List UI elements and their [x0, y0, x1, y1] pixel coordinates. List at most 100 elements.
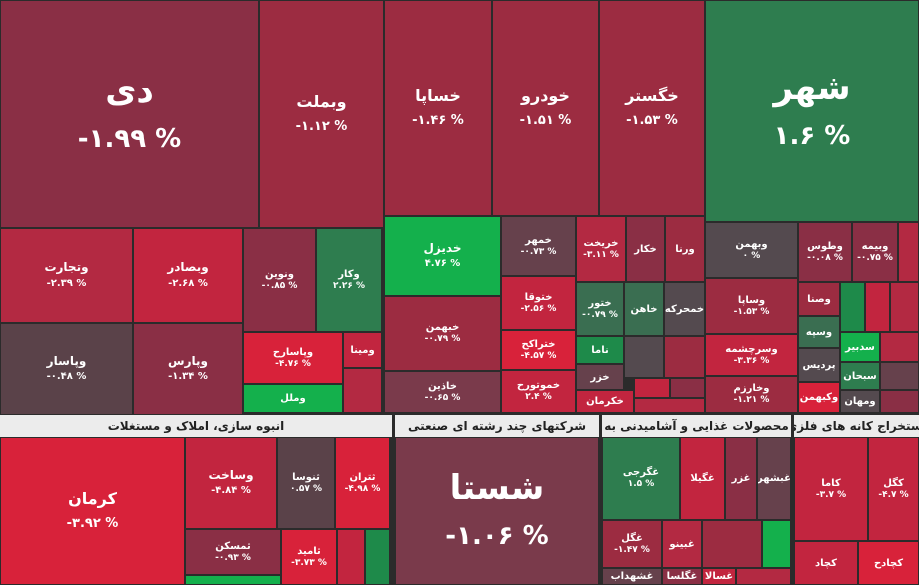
treemap-tile-kegol[interactable]: کگل -۴.۷ % — [868, 437, 919, 541]
treemap-tile-small[interactable] — [898, 222, 919, 282]
treemap-tile-khkerman[interactable]: خکرمان — [576, 390, 634, 413]
treemap-tile-vsakht[interactable]: وساخت -۴.۸۴ % — [185, 437, 277, 529]
treemap-tile-vbahman[interactable]: وبهمن ۰ % — [705, 222, 798, 278]
treemap-tile-small[interactable] — [634, 378, 670, 398]
tile-symbol: ناما — [591, 344, 609, 356]
treemap-tile-vkharazm[interactable]: وخارزم -۱.۲۱ % — [705, 376, 798, 413]
tile-change: ۲.۲۶ % — [332, 280, 366, 291]
treemap-tile-ghazar[interactable]: غزر — [725, 437, 757, 520]
treemap-tile-kechadam[interactable]: کچادح — [858, 541, 919, 585]
treemap-tile-vtoos[interactable]: وطوس -۰.۰۸ % — [798, 222, 852, 282]
treemap-tile-ghsala[interactable]: غسالا — [702, 568, 736, 585]
tile-symbol: کرمان — [68, 489, 117, 509]
treemap-tile-kechad[interactable]: کچاد — [794, 541, 858, 585]
treemap-tile-small[interactable] — [736, 568, 791, 585]
treemap-tile-khegostar[interactable]: خگستر -۱.۵۳ % — [599, 0, 705, 216]
treemap-tile-khamehr[interactable]: خمهر -۰.۷۳ % — [501, 216, 576, 276]
sector-header-real-estate[interactable]: انبوه سازی، املاک و مستغلات — [0, 415, 392, 437]
treemap-tile-vmina[interactable]: ومینا — [343, 332, 382, 368]
sector-header-industrial[interactable]: شرکتهای چند رشته ای صنعتی — [395, 415, 599, 437]
treemap-tile-small[interactable] — [880, 390, 919, 413]
treemap-tile-vbsader[interactable]: وبصادر -۲.۶۸ % — [133, 228, 243, 323]
treemap-tile-khmohareke[interactable]: خمحرکه — [664, 282, 705, 336]
tile-change: ۱.۵ % — [627, 479, 655, 490]
sector-header-food[interactable]: محصولات غذایی و آشامیدنی به — [602, 415, 791, 437]
treemap-tile-ghgila[interactable]: غگیلا — [680, 437, 725, 520]
treemap-tile-khodro[interactable]: خودرو -۱.۵۱ % — [492, 0, 599, 216]
treemap-tile-vpasar[interactable]: وپاسار -۰.۴۸ % — [0, 323, 133, 415]
treemap-tile-sanos[interactable]: ثنوسا ۰.۵۷ % — [277, 437, 335, 529]
treemap-tile-nama[interactable]: ناما — [576, 336, 624, 364]
tile-change: -۱.۱۲ % — [295, 119, 348, 134]
treemap-tile-vtejarat[interactable]: وتجارت -۲.۳۹ % — [0, 228, 133, 323]
treemap-tile-ghshahd[interactable]: غشهداب — [602, 568, 662, 585]
treemap-tile-small[interactable] — [664, 336, 705, 378]
treemap-tile-small[interactable] — [762, 520, 791, 568]
treemap-tile-small[interactable] — [865, 282, 890, 332]
treemap-tile-vmell[interactable]: وملل — [243, 384, 343, 413]
tile-symbol: دی — [105, 70, 154, 111]
treemap-tile-khakar[interactable]: خکار — [626, 216, 665, 282]
treemap-tile-khtoor[interactable]: ختور -۰.۷۹ % — [576, 282, 624, 336]
treemap-tile-samskan[interactable]: ثمسکن -۰.۹۳ % — [185, 529, 281, 575]
treemap-tile-sbhan[interactable]: سبحان — [840, 362, 880, 390]
treemap-tile-small[interactable] — [365, 529, 390, 585]
tile-symbol: وپارس — [168, 353, 208, 368]
treemap-tile-khbahman[interactable]: خبهمن -۰.۷۹ % — [384, 296, 501, 371]
treemap-tile-vbmellat[interactable]: وبملت -۱.۱۲ % — [259, 0, 384, 228]
treemap-tile-setran[interactable]: ثتران -۴.۹۸ % — [335, 437, 390, 529]
tile-symbol: وملل — [280, 393, 306, 404]
treemap-tile-small[interactable] — [880, 362, 919, 390]
treemap-tile-small[interactable] — [670, 378, 705, 398]
treemap-tile-di[interactable]: دی -۱.۹۹ % — [0, 0, 259, 228]
treemap-tile-ghgorji[interactable]: غگرجی ۱.۵ % — [602, 437, 680, 520]
treemap-tile-ghgol[interactable]: غگل -۱.۴۷ % — [602, 520, 662, 568]
sector-header-mining[interactable]: استخراج کانه های فلزی — [794, 415, 919, 437]
treemap-tile-khasapa[interactable]: خساپا -۱.۴۶ % — [384, 0, 492, 216]
treemap-tile-small[interactable] — [880, 332, 919, 362]
treemap-tile-kerman[interactable]: کرمان -۳.۹۲ % — [0, 437, 185, 585]
tile-symbol: وسرچشمه — [725, 343, 778, 355]
treemap-tile-vbime[interactable]: وبیمه -۰.۷۵ % — [852, 222, 898, 282]
treemap-tile-khazin[interactable]: خاذین -۰.۶۵ % — [384, 371, 501, 413]
treemap-tile-khahen[interactable]: خاهن — [624, 282, 664, 336]
treemap-tile-khdizel[interactable]: خدیزل ۴.۷۶ % — [384, 216, 501, 296]
treemap-tile-small[interactable] — [702, 520, 762, 568]
treemap-tile-vparsi[interactable]: وپارس -۱.۳۴ % — [133, 323, 243, 415]
treemap-tile-small[interactable] — [343, 368, 382, 413]
treemap-tile-kharikht[interactable]: خریخت -۳.۱۱ % — [576, 216, 626, 282]
treemap-tile-ghglsa[interactable]: غگلسا — [662, 568, 702, 585]
treemap-tile-varna[interactable]: ورنا — [665, 216, 705, 282]
tile-symbol: کاما — [821, 477, 841, 489]
treemap-tile-small[interactable] — [185, 575, 281, 585]
treemap-tile-shahr[interactable]: شهر ۱.۶ % — [705, 0, 919, 222]
treemap-tile-khamotoorh[interactable]: خموتورح ۲.۴ % — [501, 370, 576, 413]
treemap-tile-vsarcheshme[interactable]: وسرچشمه -۳.۳۶ % — [705, 334, 798, 376]
treemap-tile-small[interactable] — [890, 282, 919, 332]
treemap-tile-vmahan[interactable]: ومهان — [840, 390, 880, 413]
treemap-tile-vsapa[interactable]: وساپا -۱.۵۳ % — [705, 278, 798, 334]
treemap-tile-small[interactable] — [634, 398, 705, 413]
treemap-tile-pardis[interactable]: پردیس — [798, 348, 840, 382]
treemap-tile-small[interactable] — [337, 529, 365, 585]
treemap-tile-small[interactable] — [840, 282, 865, 332]
treemap-tile-khazar[interactable]: خزر — [576, 364, 624, 390]
tile-symbol: ثامید — [297, 545, 321, 557]
treemap-tile-ghbeshahr[interactable]: غبشهر — [757, 437, 791, 520]
tile-change: -۲.۳۹ % — [46, 277, 87, 289]
treemap-tile-vsana[interactable]: وصنا — [798, 282, 840, 316]
treemap-tile-khtraktor[interactable]: ختراکح -۴.۵۷ % — [501, 330, 576, 370]
treemap-tile-kama[interactable]: کاما -۳.۷ % — [794, 437, 868, 541]
treemap-tile-vspeh[interactable]: وسپه — [798, 316, 840, 348]
treemap-tile-vkar[interactable]: وکار ۲.۲۶ % — [316, 228, 382, 332]
treemap-tile-samid[interactable]: ثامید -۳.۷۳ % — [281, 529, 337, 585]
treemap-tile-sadbir[interactable]: سدبیر — [840, 332, 880, 362]
treemap-tile-vpasarej[interactable]: وپاسارح -۴.۷۶ % — [243, 332, 343, 384]
treemap-tile-ghbino[interactable]: غبینو — [662, 520, 702, 568]
tile-symbol: کگل — [883, 477, 904, 489]
treemap-tile-vkbahman[interactable]: وکبهمن — [798, 382, 840, 413]
treemap-tile-small[interactable] — [624, 336, 664, 378]
treemap-tile-khotoogha[interactable]: ختوقا -۲.۵۶ % — [501, 276, 576, 330]
treemap-tile-vnovin[interactable]: ونوین -۰.۸۵ % — [243, 228, 316, 332]
treemap-tile-shasta[interactable]: شستا -۱.۰۶ % — [395, 437, 599, 585]
